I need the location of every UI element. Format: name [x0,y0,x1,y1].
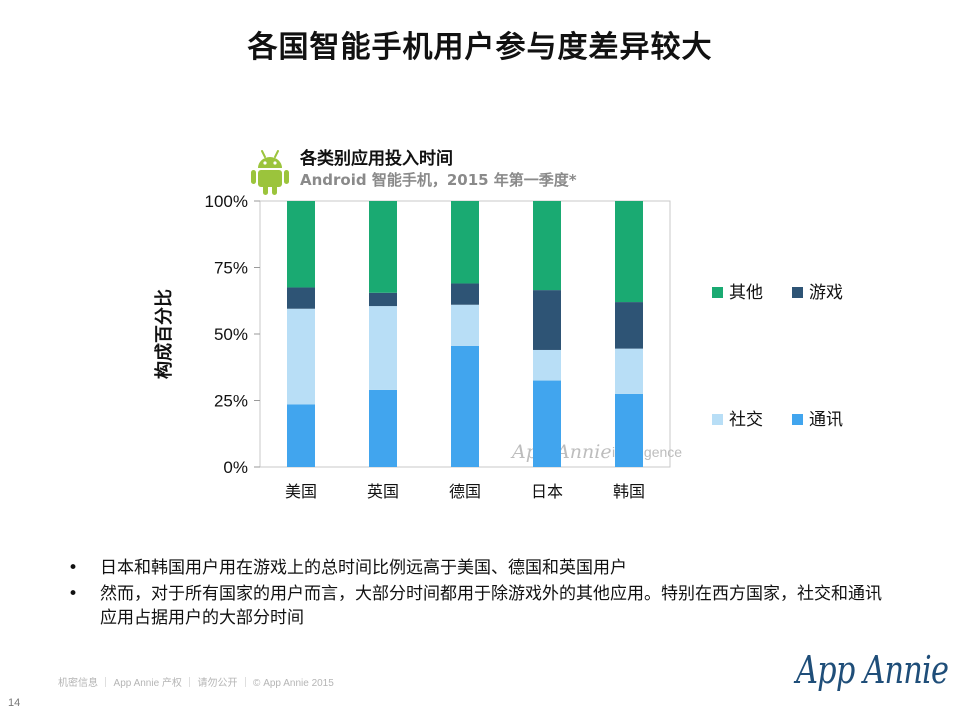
legend-swatch [712,287,723,298]
bar-segment [287,287,315,309]
x-tick-label: 韩国 [613,482,645,501]
bar-segment [451,345,479,467]
bar-segment [369,389,397,467]
bar-segment [451,304,479,346]
bar-segment [287,201,315,288]
y-tick-label: 75% [214,259,248,278]
bar-segment [451,201,479,284]
bullet-list: • 日本和韩国用户用在游戏上的总时间比例远高于美国、德国和英国用户 • 然而，对… [68,556,898,632]
bullet-dot: • [68,558,79,578]
bullet-dot: • [68,584,79,604]
legend-swatch [792,414,803,425]
bar-segment [615,348,643,394]
legend-label: 通讯 [809,410,843,430]
slide-title: 各国智能手机用户参与度差异较大 [247,30,713,65]
legend-label: 游戏 [809,283,843,303]
bar-segment [615,201,643,303]
legend-swatch [712,414,723,425]
y-tick-label: 50% [214,325,248,344]
bullet-text: 日本和韩国用户用在游戏上的总时间比例远高于美国、德国和英国用户 [100,558,627,578]
bar-segment [615,393,643,467]
android-icon [251,150,289,195]
legend-swatch [792,287,803,298]
bar-segment [533,201,561,291]
bar-segment [533,380,561,467]
bar-segment [533,349,561,381]
footer-text: 机密信息 ｜ App Annie 产权 ｜ 请勿公开 ｜ © App Annie… [58,678,334,689]
y-tick-label: 100% [205,192,248,211]
bar-segment [533,290,561,350]
bullet-text: 然而，对于所有国家的用户而言，大部分时间都用于除游戏外的其他应用。特别在西方国家… [100,584,882,628]
y-axis-label: 构成百分比 [153,289,175,379]
y-tick-label: 0% [223,458,248,477]
bar-segment [615,302,643,349]
bar-segment [369,201,397,293]
x-tick-label: 英国 [367,482,399,501]
y-tick-label: 25% [214,392,248,411]
x-tick-label: 美国 [285,482,317,501]
bar-segment [369,306,397,390]
stacked-bar-chart: App Annie intelligence0%25%50%75%100%构成百分… [153,192,843,501]
legend-label: 其他 [729,283,763,303]
x-tick-label: 日本 [531,482,563,501]
legend-label: 社交 [729,410,763,430]
bar-segment [369,292,397,307]
bar-segment [287,404,315,467]
chart-subtitle: Android 智能手机，2015 年第一季度* [300,171,577,189]
bar-segment [451,283,479,305]
bullet-item: • 然而，对于所有国家的用户而言，大部分时间都用于除游戏外的其他应用。特别在西方… [68,582,898,630]
app-annie-logo: App Annie [796,648,949,692]
chart-title: 各类别应用投入时间 [300,149,453,169]
page-number: 14 [8,697,21,709]
x-tick-label: 德国 [449,482,481,501]
bullet-item: • 日本和韩国用户用在游戏上的总时间比例远高于美国、德国和英国用户 [68,556,898,580]
bar-segment [287,308,315,405]
